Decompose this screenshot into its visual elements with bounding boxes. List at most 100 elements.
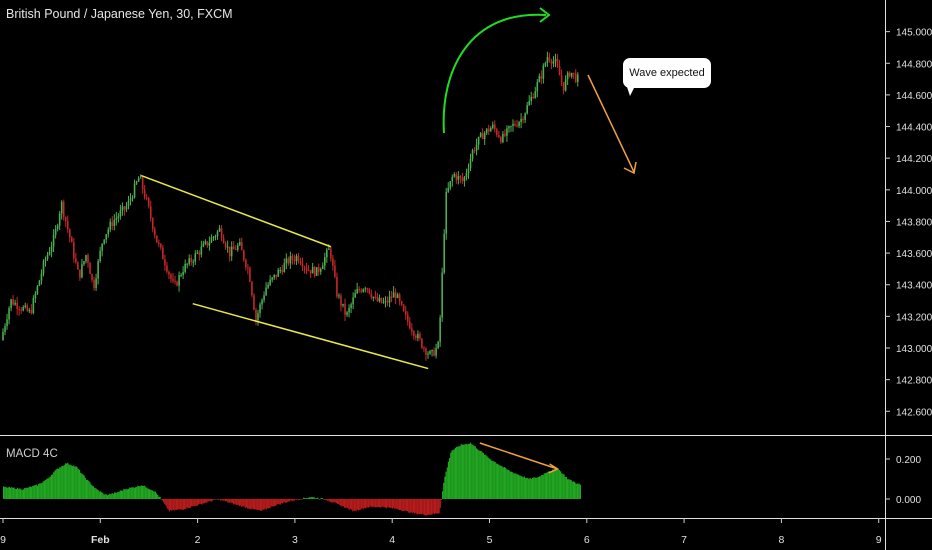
candle-up <box>265 287 267 296</box>
macd-bar-negative <box>291 499 293 502</box>
macd-bar-positive <box>562 473 564 499</box>
macd-bar-positive <box>499 465 501 499</box>
candle-down <box>147 197 150 207</box>
macd-bar-negative <box>366 499 368 508</box>
macd-bar-negative <box>192 499 194 507</box>
candle-down <box>400 301 403 305</box>
y-tick-label: 145.000 <box>896 28 932 39</box>
macd-bar-negative <box>413 499 416 514</box>
candle-down <box>522 118 524 120</box>
macd-bar-negative <box>327 499 329 501</box>
candle-up <box>125 206 128 210</box>
candle-down <box>332 258 334 266</box>
macd-bar-positive <box>561 473 563 499</box>
candle-down <box>243 250 245 260</box>
macd-bar-positive <box>320 497 322 499</box>
macd-bar-positive <box>519 475 521 499</box>
macd-bar-positive <box>50 474 53 499</box>
candle-down <box>459 176 462 178</box>
candle-down <box>198 252 201 255</box>
macd-bar-negative <box>231 499 234 503</box>
macd-bar-positive <box>563 474 565 499</box>
macd-bar-positive <box>74 466 76 499</box>
candle-down <box>408 321 411 329</box>
macd-bar-negative <box>294 499 297 500</box>
candle-up <box>119 210 122 217</box>
candle-up <box>54 229 57 236</box>
macd-bar-negative <box>426 499 429 516</box>
macd-bar-negative <box>220 499 222 501</box>
wedge-lower-line <box>192 302 429 370</box>
candle-down <box>253 295 255 310</box>
macd-bar-positive <box>478 450 480 499</box>
macd-bar-positive <box>472 444 474 499</box>
macd-bar-negative <box>349 499 351 509</box>
macd-bar-positive <box>105 494 107 499</box>
macd-bar-positive <box>321 497 323 499</box>
macd-bar-negative <box>399 499 402 510</box>
x-tick-label: 5 <box>487 534 493 546</box>
macd-bar-positive <box>28 486 30 499</box>
macd-bar-negative <box>373 499 375 507</box>
candle-up <box>566 72 569 80</box>
candle-down <box>93 279 95 289</box>
macd-bar-positive <box>11 487 13 499</box>
candle-down <box>394 292 397 298</box>
macd-bar-positive <box>515 473 517 499</box>
macd-bar-positive <box>471 444 473 499</box>
macd-bar-negative <box>175 499 178 510</box>
candle-down <box>496 129 498 135</box>
wedge-upper-line <box>140 174 332 248</box>
macd-bar-positive <box>467 443 469 499</box>
macd-bar-positive <box>555 469 557 499</box>
candle-up <box>437 341 439 348</box>
candle-down <box>66 221 69 230</box>
macd-bar-negative <box>161 499 163 501</box>
macd-bar-negative <box>375 499 377 508</box>
macd-bar-positive <box>307 497 309 499</box>
macd-bar-negative <box>273 499 276 506</box>
macd-bar-positive <box>461 444 464 499</box>
macd-bar-negative <box>388 499 390 508</box>
candle-up <box>465 173 468 178</box>
candle-up <box>182 271 184 275</box>
macd-bar-negative <box>230 499 232 503</box>
macd-bar-positive <box>547 472 549 499</box>
macd-bar-negative <box>189 499 192 508</box>
candle-up <box>546 57 549 64</box>
x-tick-label: Feb <box>91 534 110 546</box>
macd-bar-positive <box>453 449 455 499</box>
macd-bar-positive <box>49 476 51 499</box>
macd-bar-positive <box>126 489 128 499</box>
macd-bar-positive <box>157 494 159 499</box>
macd-bar-positive <box>113 492 116 499</box>
candle-up <box>443 233 445 273</box>
candle-up <box>194 253 197 262</box>
macd-bar-positive <box>102 492 104 499</box>
macd-bar-negative <box>199 499 201 504</box>
candle-up <box>372 296 375 298</box>
macd-bar-positive <box>66 463 68 499</box>
macd-bar-negative <box>387 499 389 508</box>
macd-bar-positive <box>109 493 111 499</box>
macd-bar-positive <box>514 473 516 499</box>
candle-up <box>467 168 470 174</box>
candle-up <box>105 234 108 240</box>
candle-up <box>58 213 61 226</box>
macd-bar-positive <box>487 457 489 499</box>
candle-down <box>309 270 312 274</box>
macd-bar-positive <box>217 498 220 500</box>
macd-bar-positive <box>85 479 88 499</box>
macd-bar-negative <box>272 499 274 507</box>
macd-bar-positive <box>112 493 114 499</box>
macd-bar-negative <box>162 499 165 503</box>
candle-down <box>245 259 247 268</box>
macd-bar-positive <box>529 477 531 499</box>
macd-bar-positive <box>94 487 96 499</box>
candle-up <box>267 284 269 288</box>
macd-bar-positive <box>480 450 482 499</box>
macd-bar-positive <box>446 467 448 499</box>
candle-up <box>536 82 539 92</box>
macd-bar-positive <box>19 488 21 499</box>
macd-bar-positive <box>460 444 462 499</box>
